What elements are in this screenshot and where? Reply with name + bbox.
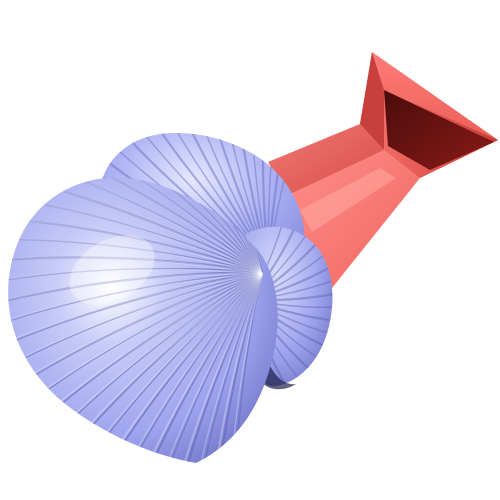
- shell-rib: [25, 177, 263, 273]
- shell-rib: [8, 238, 263, 275]
- shell-rib: [183, 273, 263, 463]
- shell-rib: [8, 177, 263, 273]
- shell-rib: [206, 273, 264, 463]
- shell-rib: [97, 273, 263, 463]
- shell-rib: [228, 273, 263, 463]
- horn-tube-top: [268, 124, 384, 196]
- shell-rib: [117, 273, 263, 463]
- shell-rib: [8, 177, 263, 275]
- shell-rib: [58, 177, 263, 275]
- shell-rib: [8, 177, 263, 275]
- horn-bell-inside: [384, 90, 494, 170]
- shell-front-ribs: [8, 177, 264, 463]
- shell-rib: [8, 256, 263, 274]
- shell-rib: [121, 271, 263, 463]
- shell-rib: [8, 273, 263, 335]
- shell-rib: [8, 238, 263, 273]
- shell-rib: [188, 271, 263, 463]
- shell-rib: [138, 273, 263, 463]
- horn-highlight: [300, 168, 396, 232]
- shell-rib: [100, 271, 263, 463]
- shell-rib: [40, 177, 263, 273]
- shell-rib: [8, 272, 263, 358]
- shell-object: [8, 132, 333, 463]
- shell-rib: [95, 177, 263, 275]
- horn-bell-edge: [360, 52, 384, 150]
- shell-highlight: [69, 235, 155, 305]
- shell-rib: [8, 272, 263, 312]
- shell-rib: [41, 177, 263, 275]
- shell-rib: [8, 270, 263, 313]
- shell-rib: [8, 255, 263, 276]
- shell-rib: [8, 270, 263, 359]
- shell-rib: [8, 177, 263, 273]
- shell-rib: [211, 271, 264, 463]
- shell-rib: [11, 177, 263, 273]
- shell-rib: [57, 177, 263, 273]
- shell-rib: [76, 177, 263, 275]
- shell-rib: [8, 215, 263, 274]
- shell-rib: [8, 271, 263, 336]
- shell-rib: [59, 273, 263, 463]
- shell-rib: [142, 271, 263, 463]
- shell-rib: [164, 271, 263, 463]
- shell-rib: [8, 267, 263, 289]
- shell-rib: [233, 271, 263, 463]
- shell-rib: [80, 271, 263, 463]
- shell-rib: [77, 273, 263, 463]
- shell-rib: [8, 268, 263, 288]
- shell-rib: [26, 177, 263, 275]
- shell-rib: [62, 271, 263, 463]
- shell-seam: [258, 350, 296, 390]
- shell-rib: [94, 177, 263, 273]
- shell-rib: [8, 215, 263, 276]
- shell-rib: [160, 273, 263, 463]
- shell-rib: [75, 177, 263, 273]
